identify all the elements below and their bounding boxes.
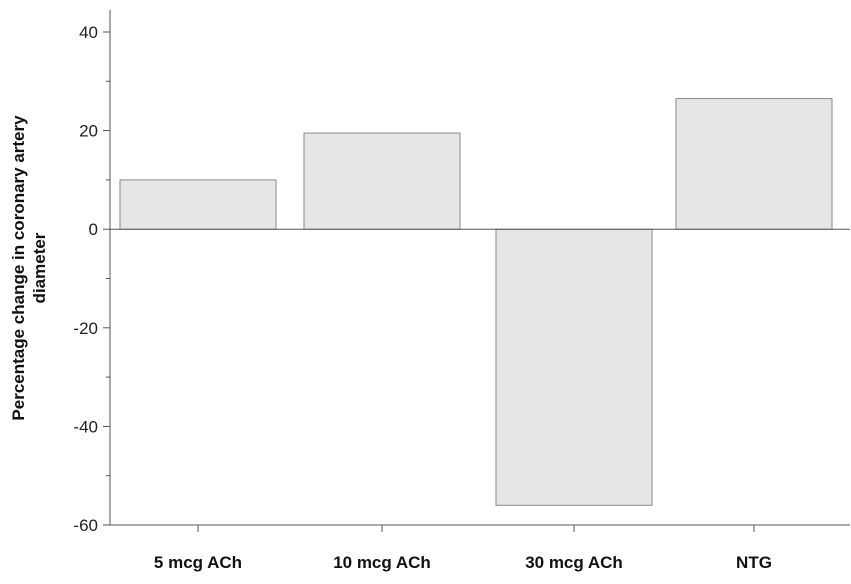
bar-3 [495, 228, 653, 506]
x-ticks-group: 5 mcg ACh 10 mcg ACh 30 mcg ACh NTG [154, 525, 772, 572]
y-tick-label: -60 [73, 516, 98, 535]
x-category-label: 30 mcg ACh [525, 553, 623, 572]
y-tick-label: -20 [73, 319, 98, 338]
bars-group [119, 98, 833, 506]
y-tick-label: 0 [89, 220, 98, 239]
y-ticks-group: 40 20 0 -20 -40 -60 [73, 23, 110, 535]
y-axis-title-line-1: Percentage change in coronary artery [9, 115, 28, 421]
bar-1 [119, 179, 277, 230]
y-tick-label: 20 [79, 122, 98, 141]
x-category-label: 5 mcg ACh [154, 553, 242, 572]
y-tick-label: 40 [79, 23, 98, 42]
y-axis-title-line-2: diameter [30, 232, 49, 303]
bar-4 [675, 98, 833, 230]
y-axis-title: Percentage change in coronary artery dia… [9, 115, 49, 421]
y-tick-label: -40 [73, 417, 98, 436]
x-category-label: 10 mcg ACh [333, 553, 431, 572]
x-category-label: NTG [736, 553, 772, 572]
bar-2 [303, 132, 461, 230]
